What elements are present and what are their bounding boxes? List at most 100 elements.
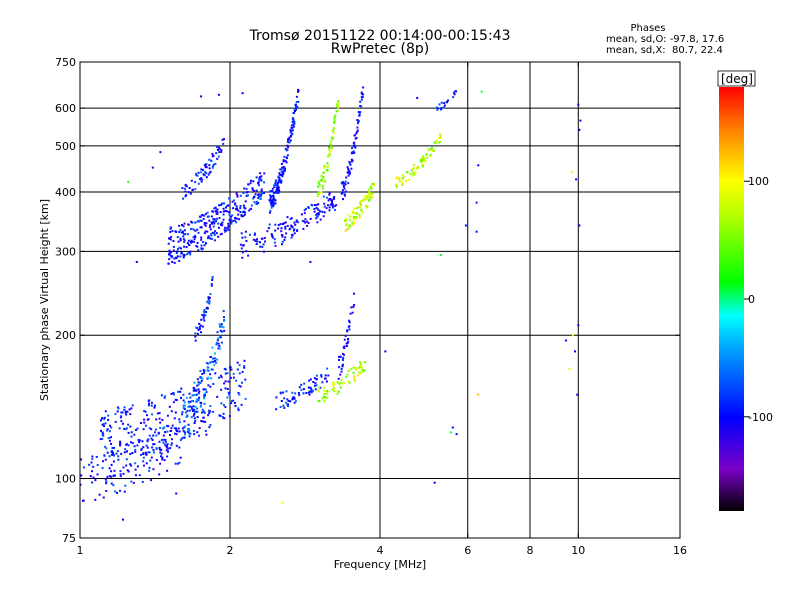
echo-point [148,451,151,454]
echo-point [413,172,416,175]
echo-point [220,376,223,379]
echo-point [182,406,185,409]
echo-point [112,484,115,487]
echo-point [250,179,252,182]
echo-point [395,183,398,186]
echo-point [328,192,331,194]
echo-point [274,241,276,244]
echo-point [271,195,274,198]
echo-point [170,236,173,238]
echo-point [197,328,200,331]
echo-point [131,452,134,454]
echo-point [222,207,225,210]
echo-point [224,210,227,212]
echo-point [574,350,576,353]
echo-point [427,149,430,152]
echo-point [337,390,340,393]
echo-point [110,442,112,445]
echo-point [440,106,443,109]
echo-point [184,431,187,434]
echo-point [161,456,164,459]
echo-point [260,175,263,178]
echo-point [133,445,136,448]
echo-point [328,152,331,155]
echo-point [234,219,237,222]
echo-point [189,250,192,253]
echo-point [94,479,97,482]
echo-point [242,215,245,218]
echo-point [293,228,296,231]
echo-point [200,168,203,171]
echo-point [203,310,205,313]
echo-point [133,433,136,436]
echo-point [413,173,416,176]
echo-point [170,427,173,430]
echo-point [129,463,132,466]
echo-point [246,194,249,197]
echo-point [291,129,294,132]
echo-point [178,231,181,233]
echo-point [237,409,240,412]
echo-point [220,150,223,153]
echo-point [260,237,263,240]
colorbar-tick-label: -100 [748,411,773,424]
echo-point [321,185,324,188]
echo-point [119,475,122,478]
echo-point [122,472,125,475]
echo-point [197,392,200,395]
echo-point [250,207,253,210]
echo-point [239,211,242,213]
echo-point [215,343,218,346]
echo-point [197,231,200,234]
echo-point [341,359,344,362]
echo-point [174,398,177,401]
echo-point [351,212,354,215]
echo-point [146,439,149,442]
echo-point [402,174,404,177]
echo-point [212,357,214,360]
colorbar-tick-label: 0 [748,293,755,306]
echo-point [321,381,324,384]
echo-point [202,317,205,320]
echo-point [352,221,355,223]
echo-point [164,431,167,434]
echo-point [209,228,212,231]
echo-point [341,365,344,368]
echo-point [182,235,185,238]
echo-point [259,172,262,175]
echo-point [215,361,218,364]
echo-point [245,191,248,194]
echo-point [210,283,213,286]
echo-point [104,422,107,425]
echo-point [289,135,292,138]
echo-point [331,206,334,209]
echo-point [245,240,248,242]
echo-point [293,122,296,125]
echo-point [315,206,318,209]
echo-point [342,198,344,201]
echo-point [318,183,321,186]
echo-point [183,229,186,232]
echo-point [160,455,162,458]
echo-point [302,227,305,230]
echo-point [352,223,355,226]
echo-point [210,221,213,224]
echo-point [198,427,201,430]
echo-point [326,196,329,199]
echo-point [193,388,196,391]
echo-point [353,304,356,306]
echo-point [187,239,190,242]
x-tick-label: 4 [377,544,384,557]
echo-point [134,468,137,471]
echo-point [263,237,266,239]
echo-point [101,417,104,420]
echo-point [200,402,203,405]
echo-point [330,200,333,203]
echo-point [230,215,232,218]
x-axis-label: Frequency [MHz] [334,558,426,571]
echo-point [243,359,246,362]
echo-point [201,411,203,414]
echo-point [274,229,277,232]
echo-point [202,168,204,171]
echo-point [315,217,318,220]
